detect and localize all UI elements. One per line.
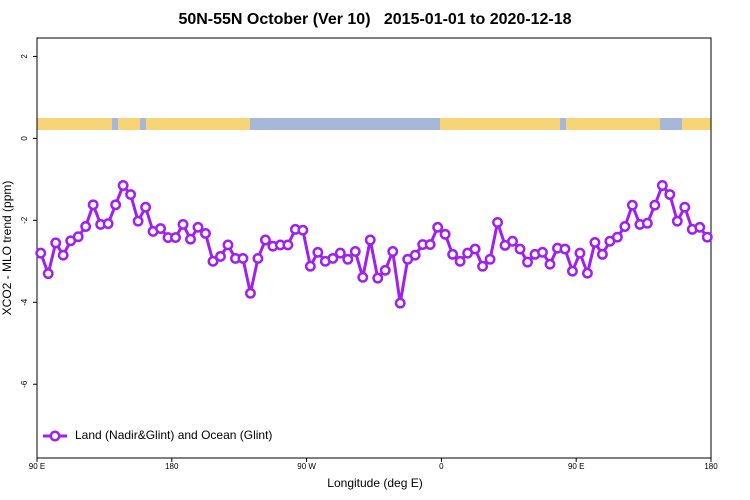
- chart-title: 50N-55N October (Ver 10) 2015-01-01 to 2…: [178, 11, 571, 28]
- data-point: [252, 252, 264, 264]
- data-point: [619, 221, 631, 232]
- data-point: [304, 260, 316, 272]
- data-point: [185, 233, 196, 245]
- data-point: [117, 180, 129, 191]
- data-point: [50, 237, 62, 249]
- data-point: [589, 237, 601, 248]
- data-point: [387, 246, 399, 257]
- data-point: [559, 243, 571, 255]
- data-point: [581, 267, 593, 279]
- data-point: [701, 231, 713, 243]
- data-point: [102, 218, 114, 230]
- data-point: [140, 201, 152, 213]
- data-point: [125, 189, 137, 200]
- data-point: [477, 260, 489, 272]
- data-point: [237, 252, 249, 264]
- data-point: [282, 239, 294, 251]
- x-tick-label: 90 E: [568, 462, 584, 471]
- data-point: [679, 201, 691, 213]
- data-point: [207, 255, 219, 267]
- data-point: [514, 243, 526, 255]
- data-point: [80, 221, 92, 232]
- data-point: [364, 234, 376, 246]
- data-point: [297, 224, 309, 236]
- plot-frame: [36, 37, 712, 459]
- x-tick-label: 180: [704, 462, 718, 471]
- data-point: [439, 228, 451, 240]
- x-axis-label: Longitude (deg E): [327, 476, 422, 490]
- data-point: [327, 252, 339, 264]
- data-point: [664, 189, 676, 200]
- data-point: [177, 218, 189, 230]
- x-tick-label: 180: [165, 462, 179, 471]
- data-point: [694, 221, 706, 233]
- data-point: [42, 268, 54, 280]
- data-point: [200, 228, 211, 239]
- y-tick-label: 0: [20, 136, 29, 141]
- data-point: [72, 231, 84, 243]
- data-point: [394, 297, 406, 309]
- data-point: [649, 199, 661, 211]
- y-axis-label: XCO2 - MLO trend (ppm): [0, 181, 14, 316]
- data-point: [35, 247, 47, 259]
- data-point: [544, 258, 556, 270]
- data-point: [87, 199, 99, 211]
- data-point: [312, 246, 324, 258]
- data-point: [484, 253, 496, 265]
- legend-marker: [49, 430, 61, 442]
- data-point: [626, 199, 638, 211]
- data-point: [492, 216, 504, 228]
- data-point: [372, 272, 384, 284]
- data-point: [170, 232, 181, 244]
- data-point: [507, 235, 518, 247]
- data-point: [611, 231, 623, 243]
- data-point: [57, 249, 69, 261]
- data-point: [259, 234, 271, 246]
- data-point: [596, 248, 608, 260]
- data-point: [469, 243, 481, 255]
- data-point: [132, 215, 144, 227]
- data-point: [379, 264, 391, 276]
- data-point: [656, 180, 668, 191]
- data-point: [454, 255, 466, 267]
- data-point: [671, 215, 683, 227]
- data-point: [522, 256, 533, 268]
- land-ocean-strip: [37, 118, 711, 130]
- data-point: [641, 217, 653, 229]
- data-point: [424, 239, 436, 250]
- data-point: [574, 247, 586, 259]
- x-tick-label: 90 E: [29, 462, 45, 471]
- data-point: [537, 246, 548, 258]
- y-tick-label: 2: [20, 54, 29, 59]
- x-tick-label: 0: [439, 462, 444, 471]
- data-point: [215, 250, 226, 262]
- data-point: [349, 246, 361, 257]
- data-point: [155, 223, 167, 234]
- data-point: [409, 249, 421, 261]
- data-point: [342, 253, 354, 265]
- y-tick-label: -2: [20, 216, 29, 224]
- data-point: [334, 247, 346, 259]
- data-point: [192, 221, 204, 233]
- data-point: [357, 271, 369, 283]
- data-point: [222, 239, 234, 251]
- data-point: [432, 221, 444, 233]
- data-point: [244, 287, 256, 299]
- x-tick-label: 90 W: [297, 462, 316, 471]
- data-point: [110, 199, 122, 211]
- legend-label: Land (Nadir&Glint) and Ocean (Glint): [75, 428, 272, 442]
- data-point: [447, 248, 459, 260]
- data-point: [567, 265, 578, 277]
- y-tick-label: -4: [20, 298, 29, 306]
- y-tick-label: -6: [20, 380, 29, 388]
